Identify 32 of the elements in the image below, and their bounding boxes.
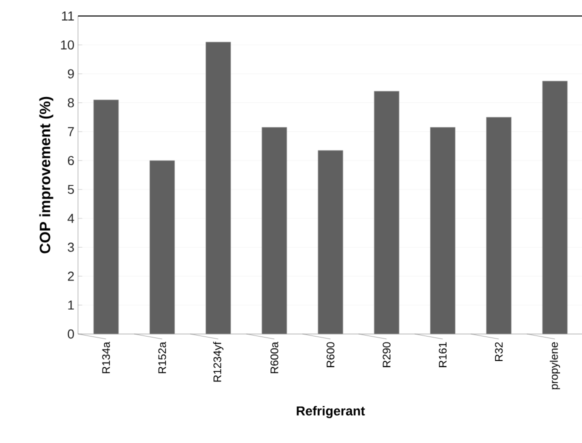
x-tick-label: R600a bbox=[270, 342, 278, 374]
y-tick-label: 0 bbox=[68, 329, 74, 339]
x-tick-label: R290 bbox=[382, 342, 390, 368]
bar bbox=[149, 160, 175, 334]
x-axis-title: Refrigerant bbox=[296, 406, 365, 418]
x-tick-label: R32 bbox=[494, 342, 503, 361]
bar bbox=[318, 150, 344, 334]
bar bbox=[542, 80, 568, 334]
bar bbox=[374, 90, 400, 334]
bar bbox=[262, 127, 288, 334]
x-tick-label: R152a bbox=[158, 342, 166, 374]
y-tick-label: 5 bbox=[68, 184, 74, 194]
y-tick-label: 7 bbox=[68, 127, 74, 136]
y-tick-label: 11 bbox=[62, 12, 74, 20]
bar bbox=[206, 42, 231, 334]
y-tick-label: 2 bbox=[68, 272, 74, 281]
x-tick-label: R161 bbox=[438, 342, 447, 368]
y-tick-label: 9 bbox=[68, 69, 74, 78]
bar bbox=[430, 127, 456, 334]
bar bbox=[486, 116, 512, 334]
y-tick-label: 4 bbox=[68, 214, 74, 223]
y-tick-label: 1 bbox=[68, 300, 74, 310]
y-tick-label: 10 bbox=[61, 40, 74, 50]
x-tick-label: R1234yf bbox=[213, 342, 224, 382]
y-tick-label: 6 bbox=[68, 156, 74, 166]
y-axis-title: COP improvement (%) bbox=[39, 96, 54, 254]
y-tick-label: 3 bbox=[68, 242, 74, 252]
bar bbox=[93, 100, 119, 334]
x-tick-label: R134a bbox=[102, 342, 110, 374]
x-tick-label: propylene bbox=[550, 342, 560, 390]
x-tick-label: R600 bbox=[326, 342, 334, 368]
y-tick-label: 8 bbox=[68, 98, 74, 108]
